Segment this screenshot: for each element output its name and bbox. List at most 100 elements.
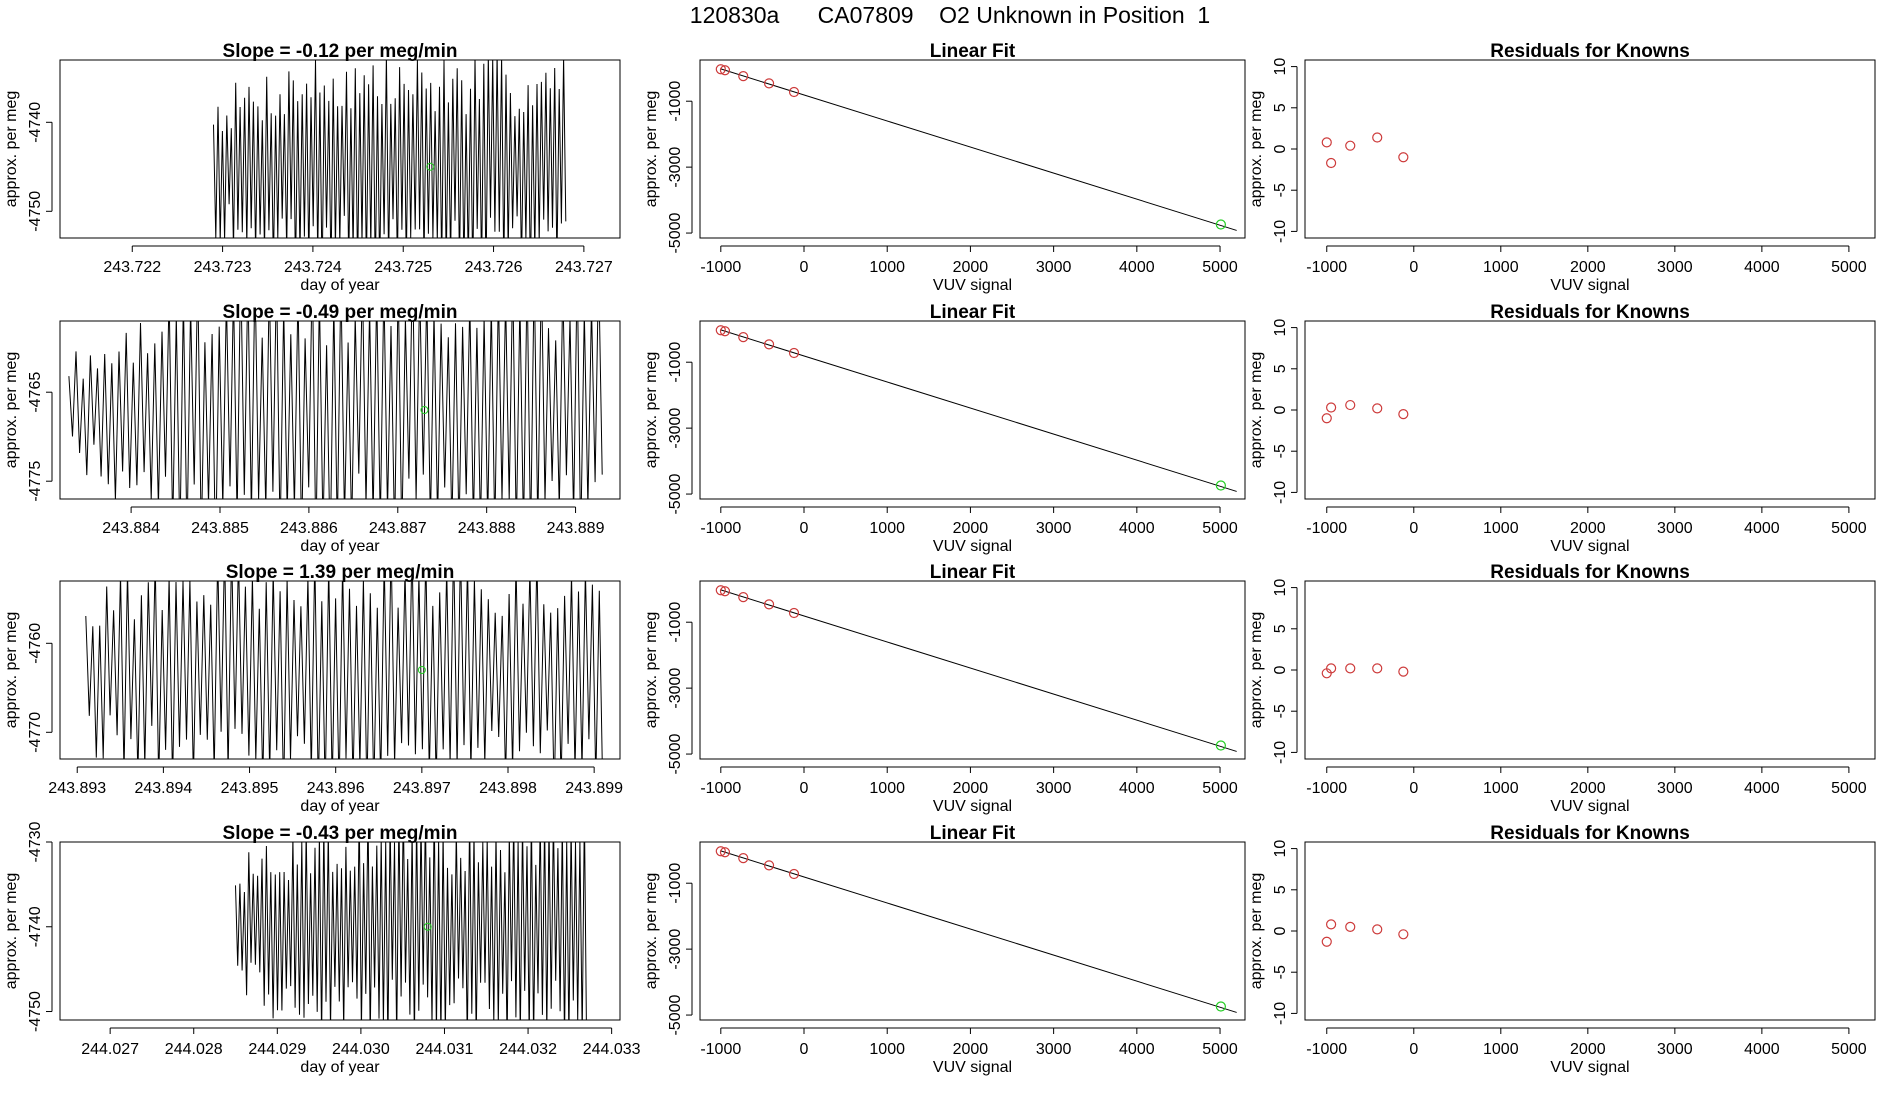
panel-title: Slope = 1.39 per meg/min [226, 562, 455, 583]
y-tick-label: -5 [1272, 704, 1289, 718]
series-line [235, 842, 587, 1020]
x-tick-label: 244.030 [332, 1041, 390, 1058]
y-tick-label: -4765 [27, 372, 44, 413]
y-tick-label: -1000 [667, 81, 684, 122]
panel-title: Linear Fit [930, 41, 1016, 62]
x-tick-label: -1000 [1306, 780, 1347, 797]
x-tick-label: 2000 [1570, 780, 1606, 797]
y-tick-label: 5 [1272, 885, 1289, 894]
residual-point [1345, 663, 1356, 674]
series-line [85, 581, 603, 759]
y-tick-label: -1000 [667, 863, 684, 904]
y-tick-label: 10 [1272, 840, 1289, 858]
y-axis: -1000 -3000 -5000 approx. per meg [643, 81, 693, 254]
series-line [68, 321, 603, 499]
x-tick-label: -1000 [700, 520, 741, 537]
y-axis: -4740 -4750 approx. per meg [3, 91, 53, 232]
y-axis-label: approx. per meg [643, 91, 660, 208]
y-tick-label: -4750 [27, 191, 44, 232]
y-tick-label: -10 [1272, 741, 1289, 764]
x-tick-label: 3000 [1657, 1041, 1693, 1058]
y-tick-label: -4760 [27, 623, 44, 664]
residual-point [1372, 924, 1383, 935]
data-layer [213, 60, 567, 238]
panel-residuals-row-3: Residuals for Knowns -1000 0 1000 2000 3000 40… [1248, 562, 1876, 815]
x-tick-label: 243.893 [48, 780, 106, 797]
y-tick-label: -4730 [27, 821, 44, 862]
y-axis: 10 5 0 -5 -10 approx. per meg [1248, 319, 1298, 504]
residual-point [1345, 921, 1356, 932]
panel-title: Residuals for Knowns [1490, 302, 1690, 323]
x-tick-label: 243.895 [221, 780, 279, 797]
y-axis: -4730 -4740 -4750 approx. per meg [3, 821, 53, 1032]
x-tick-label: 3000 [1036, 1041, 1072, 1058]
x-tick-label: 243.897 [393, 780, 451, 797]
x-tick-label: 0 [800, 1041, 809, 1058]
y-tick-label: -1000 [667, 602, 684, 643]
unknown-point [417, 666, 426, 674]
residual-point [1326, 157, 1337, 169]
x-tick-label: 5000 [1202, 259, 1238, 276]
x-tick-label: 1000 [1483, 780, 1519, 797]
x-axis: -1000 0 1000 2000 3000 4000 5000 VUV signal [700, 506, 1238, 555]
x-tick-label: 243.722 [103, 259, 161, 276]
data-layer [68, 321, 603, 499]
residual-point [1398, 152, 1409, 163]
y-tick-label: -3000 [667, 668, 684, 709]
y-axis-label: approx. per meg [1248, 873, 1265, 990]
x-tick-label: 0 [800, 259, 809, 276]
x-tick-label: 3000 [1657, 259, 1693, 276]
panel-title: Linear Fit [930, 562, 1016, 583]
x-tick-label: 5000 [1831, 520, 1867, 537]
unknown-point [420, 406, 429, 414]
residual-point [1398, 666, 1409, 677]
x-tick-label: 4000 [1744, 780, 1780, 797]
panel-title: Residuals for Knowns [1490, 41, 1690, 62]
x-tick-label: 4000 [1119, 1041, 1155, 1058]
x-axis: 243.884 243.885 243.886 243.887 243.888 243.8… [102, 506, 605, 555]
residual-point [1372, 663, 1383, 674]
x-tick-label: 244.029 [248, 1041, 306, 1058]
y-tick-label: -5000 [667, 212, 684, 253]
data-layer [1321, 399, 1409, 424]
fit-line [720, 850, 1237, 1013]
y-axis-label: approx. per meg [3, 352, 20, 469]
x-axis: -1000 0 1000 2000 3000 4000 5000 VUV signal [1306, 1027, 1867, 1076]
y-axis: -1000 -3000 -5000 approx. per meg [643, 602, 693, 775]
y-axis: 10 5 0 -5 -10 approx. per meg [1248, 840, 1298, 1025]
x-tick-label: 1000 [1483, 1041, 1519, 1058]
residual-point [1345, 399, 1356, 411]
x-tick-label: -1000 [700, 1041, 741, 1058]
x-tick-label: 3000 [1657, 520, 1693, 537]
x-tick-label: 2000 [1570, 259, 1606, 276]
panel-linear-fit-row-3: Linear Fit -1000 0 1000 2000 3000 4000 5000 VUV … [643, 562, 1246, 815]
panel-time-series-row-2: Slope = -0.49 per meg/min 243.884 243.885 2… [3, 302, 621, 555]
y-tick-label: -10 [1272, 1002, 1289, 1025]
x-tick-label: 243.899 [565, 780, 623, 797]
x-tick-label: 5000 [1202, 1041, 1238, 1058]
x-tick-label: 5000 [1831, 780, 1867, 797]
x-axis: -1000 0 1000 2000 3000 4000 5000 VUV signal [1306, 766, 1867, 815]
data-layer [1321, 663, 1409, 679]
y-axis: -1000 -3000 -5000 approx. per meg [643, 342, 693, 515]
residual-point [1398, 409, 1409, 420]
y-tick-label: -5000 [667, 994, 684, 1035]
known-point [738, 592, 749, 603]
y-tick-label: 10 [1272, 58, 1289, 76]
x-tick-label: 4000 [1744, 259, 1780, 276]
unknown-point [1215, 480, 1226, 491]
y-tick-label: -4775 [27, 461, 44, 502]
x-tick-label: 244.028 [165, 1041, 223, 1058]
x-axis-label: VUV signal [933, 1059, 1012, 1076]
x-tick-label: 5000 [1202, 780, 1238, 797]
residual-point [1321, 936, 1332, 947]
residual-point [1321, 137, 1332, 148]
plot-frame [699, 841, 1246, 1021]
x-tick-label: 3000 [1036, 780, 1072, 797]
x-axis: -1000 0 1000 2000 3000 4000 5000 VUV signal [1306, 506, 1867, 555]
x-tick-label: 243.886 [280, 520, 338, 537]
residual-point [1326, 919, 1337, 930]
x-tick-label: 5000 [1202, 520, 1238, 537]
unknown-point [1215, 740, 1226, 751]
panel-title: Slope = -0.49 per meg/min [223, 302, 458, 323]
